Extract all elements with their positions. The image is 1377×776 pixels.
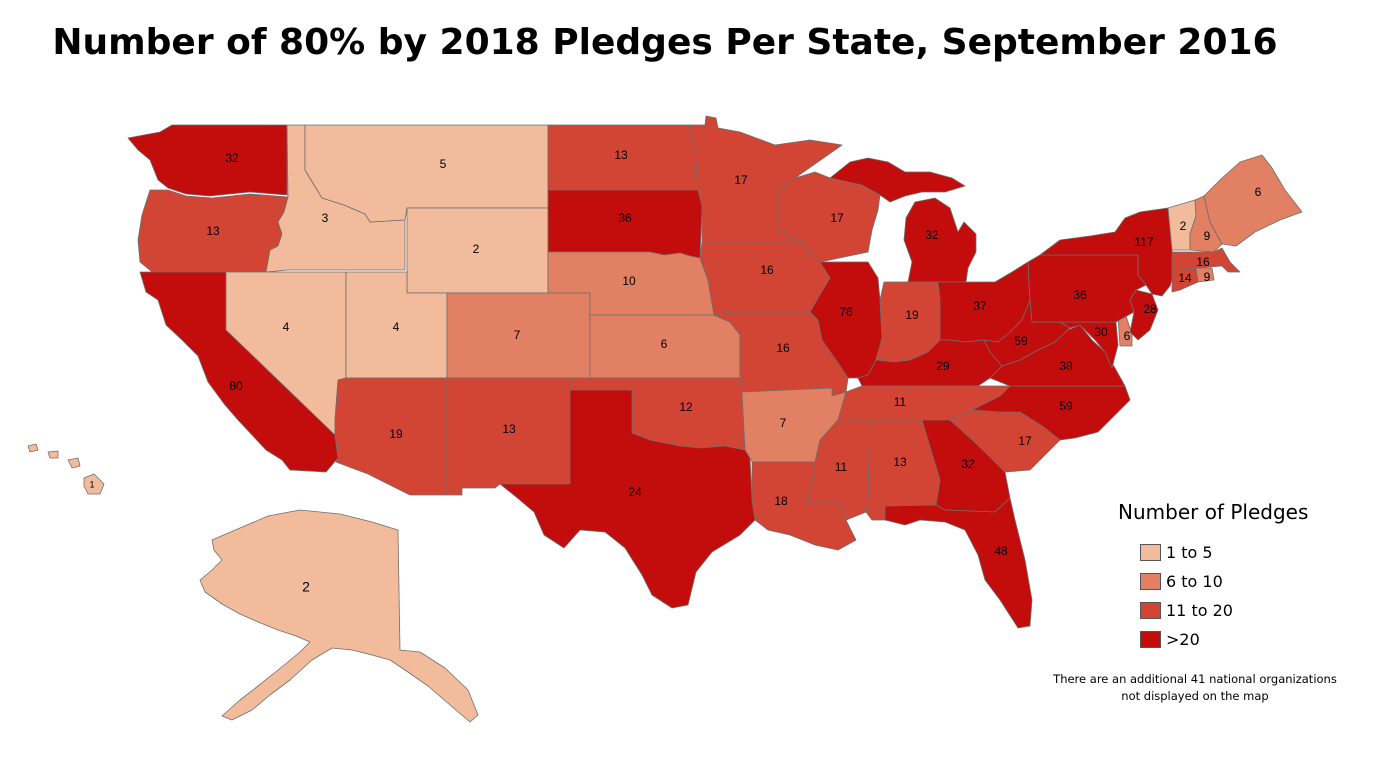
value-label-ok: 12 — [679, 400, 693, 414]
legend-swatch — [1140, 631, 1161, 648]
value-label-wy: 2 — [473, 242, 480, 256]
state-hawaii — [83, 473, 105, 495]
value-label-me: 6 — [1255, 185, 1262, 199]
value-label-md: 30 — [1094, 325, 1108, 339]
value-label-or: 13 — [206, 224, 220, 238]
value-label-mo: 16 — [776, 341, 790, 355]
legend: Number of Pledges 1 to 5 6 to 10 11 to 2… — [1118, 500, 1308, 654]
legend-swatch — [1140, 544, 1161, 561]
value-label-az: 19 — [389, 427, 403, 441]
value-label-wa: 32 — [225, 151, 239, 165]
value-label-ia: 16 — [760, 263, 774, 277]
value-label-va: 38 — [1059, 359, 1073, 373]
value-label-ma: 16 — [1196, 255, 1210, 269]
legend-title: Number of Pledges — [1118, 500, 1309, 524]
value-label-ri: 9 — [1204, 270, 1211, 284]
value-label-wi: 17 — [830, 211, 844, 225]
state-texas — [499, 389, 756, 609]
value-label-tx: 24 — [628, 485, 642, 499]
value-label-oh: 37 — [973, 299, 987, 313]
legend-swatch — [1140, 602, 1161, 619]
value-label-nd: 13 — [614, 148, 628, 162]
value-label-il: 76 — [839, 305, 853, 319]
state-alaska — [199, 509, 479, 723]
value-label-wv: 59 — [1014, 334, 1028, 348]
value-label-in: 19 — [905, 308, 919, 322]
footnote-line: not displayed on the map — [1121, 689, 1269, 703]
footnote: There are an additional 41 national orga… — [1035, 671, 1355, 705]
value-label-al: 13 — [893, 455, 907, 469]
state-connecticut — [1171, 267, 1199, 293]
state-hawaii-island-maui — [67, 457, 81, 469]
value-label-mn: 17 — [734, 173, 748, 187]
state-pennsylvania — [1027, 254, 1147, 323]
state-maryland — [1031, 321, 1119, 369]
state-florida — [884, 497, 1033, 629]
value-label-mi: 32 — [925, 228, 939, 242]
value-label-la: 18 — [774, 494, 788, 508]
value-label-nm: 13 — [502, 422, 516, 436]
value-label-ms: 11 — [835, 460, 848, 474]
value-label-fl: 48 — [994, 544, 1008, 558]
state-minnesota — [687, 115, 843, 243]
value-label-de: 6 — [1124, 329, 1131, 343]
value-label-ut: 4 — [393, 320, 400, 334]
state-rhode-island — [1195, 267, 1215, 283]
value-label-vt: 2 — [1180, 219, 1187, 233]
state-hawaii-island-oahu — [47, 450, 59, 459]
value-label-pa: 36 — [1073, 288, 1087, 302]
legend-label: 6 to 10 — [1166, 572, 1223, 591]
value-label-nh: 9 — [1204, 229, 1211, 243]
state-wisconsin — [777, 171, 881, 263]
value-label-ga: 32 — [961, 457, 975, 471]
legend-item: >20 — [1140, 625, 1308, 654]
state-new-mexico — [446, 377, 571, 496]
value-label-sd: 36 — [618, 211, 632, 225]
value-label-ak: 2 — [302, 579, 310, 595]
value-label-hi: 1 — [89, 479, 94, 489]
state-michigan-upper — [829, 157, 966, 203]
value-label-ny: 117 — [1134, 235, 1153, 249]
value-label-co: 7 — [514, 328, 521, 342]
legend-item: 1 to 5 — [1140, 538, 1308, 567]
footnote-line: There are an additional 41 national orga… — [1053, 672, 1337, 686]
legend-label: 1 to 5 — [1166, 543, 1213, 562]
state-maine — [1203, 154, 1303, 247]
legend-item: 11 to 20 — [1140, 596, 1308, 625]
map-title: Number of 80% by 2018 Pledges Per State,… — [52, 22, 1278, 63]
value-label-nj: 28 — [1143, 302, 1157, 316]
value-label-ca: 80 — [229, 379, 243, 393]
legend-item: 6 to 10 — [1140, 567, 1308, 596]
state-michigan — [903, 197, 977, 283]
value-label-ct: 14 — [1178, 271, 1192, 285]
value-label-ar: 7 — [780, 416, 787, 430]
value-label-nv: 4 — [283, 320, 290, 334]
state-value-labels: 32 13 80 3 4 5 2 4 19 7 13 13 36 10 6 12… — [89, 148, 1261, 595]
state-washington — [127, 124, 288, 197]
value-label-nc: 59 — [1059, 399, 1073, 413]
value-label-ky: 29 — [936, 359, 950, 373]
value-label-sc: 17 — [1018, 434, 1032, 448]
legend-label: 11 to 20 — [1166, 601, 1233, 620]
value-label-ne: 10 — [622, 274, 636, 288]
state-hawaii-island-kauai — [27, 443, 39, 453]
value-label-id: 3 — [322, 211, 329, 225]
legend-swatch — [1140, 573, 1161, 590]
legend-label: >20 — [1166, 630, 1200, 649]
state-illinois — [809, 261, 883, 379]
value-label-mt: 5 — [440, 157, 447, 171]
value-label-ks: 6 — [661, 337, 668, 351]
value-label-tn: 11 — [894, 395, 907, 409]
